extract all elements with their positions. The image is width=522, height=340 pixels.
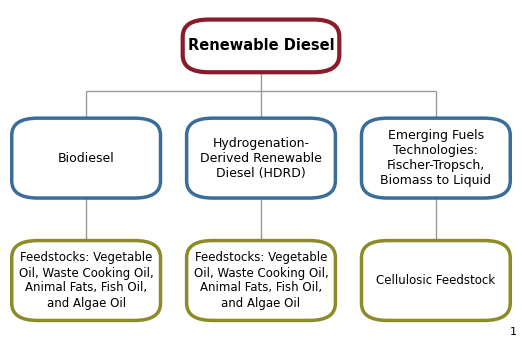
FancyBboxPatch shape <box>361 118 510 198</box>
FancyBboxPatch shape <box>12 118 160 198</box>
Text: Feedstocks: Vegetable
Oil, Waste Cooking Oil,
Animal Fats, Fish Oil,
and Algae O: Feedstocks: Vegetable Oil, Waste Cooking… <box>19 252 153 309</box>
Text: Emerging Fuels
Technologies:
Fischer-Tropsch,
Biomass to Liquid: Emerging Fuels Technologies: Fischer-Tro… <box>381 129 491 187</box>
FancyBboxPatch shape <box>183 19 339 72</box>
Text: Cellulosic Feedstock: Cellulosic Feedstock <box>376 274 495 287</box>
Text: 1: 1 <box>510 327 517 337</box>
Text: Renewable Diesel: Renewable Diesel <box>188 38 334 53</box>
Text: Feedstocks: Vegetable
Oil, Waste Cooking Oil,
Animal Fats, Fish Oil,
and Algae O: Feedstocks: Vegetable Oil, Waste Cooking… <box>194 252 328 309</box>
Text: Biodiesel: Biodiesel <box>58 152 114 165</box>
FancyBboxPatch shape <box>361 241 510 320</box>
FancyBboxPatch shape <box>12 241 160 320</box>
FancyBboxPatch shape <box>187 118 336 198</box>
FancyBboxPatch shape <box>187 241 336 320</box>
Text: Hydrogenation-
Derived Renewable
Diesel (HDRD): Hydrogenation- Derived Renewable Diesel … <box>200 137 322 180</box>
